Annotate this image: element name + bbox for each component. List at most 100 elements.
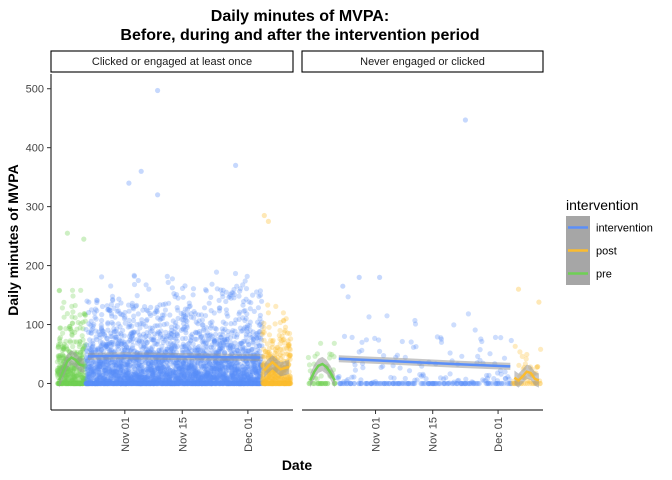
data-point [175, 380, 181, 387]
data-point [148, 380, 154, 387]
data-point [158, 359, 164, 366]
data-point [176, 376, 182, 382]
data-point [187, 374, 193, 380]
data-point [220, 365, 226, 371]
data-point [100, 340, 106, 346]
data-point [118, 380, 124, 386]
data-point [111, 326, 117, 332]
data-point [148, 345, 154, 351]
data-point [208, 379, 214, 385]
data-point [475, 380, 481, 387]
data-point [96, 378, 102, 384]
data-point [70, 309, 76, 315]
data-point [139, 380, 145, 387]
data-point [147, 310, 153, 317]
data-point [204, 366, 210, 373]
data-point [96, 366, 102, 372]
data-point [174, 363, 181, 369]
data-point [110, 378, 116, 384]
data-point [171, 380, 177, 387]
data-point [158, 348, 164, 354]
data-point [147, 366, 153, 372]
data-point [179, 380, 185, 387]
data-point [222, 336, 228, 342]
data-point [131, 272, 137, 278]
data-point [96, 375, 103, 381]
data-point [125, 380, 131, 387]
data-point [139, 363, 145, 369]
data-point [86, 380, 92, 387]
data-point [182, 380, 188, 387]
data-point [193, 370, 199, 376]
data-point [67, 338, 73, 344]
data-point [158, 373, 164, 379]
data-point [61, 380, 67, 386]
data-point [188, 338, 194, 344]
data-point [104, 303, 110, 309]
data-point [105, 365, 112, 371]
data-point [82, 380, 88, 387]
data-point [211, 338, 217, 344]
data-point [105, 327, 111, 333]
data-point [134, 360, 140, 366]
data-point [151, 380, 157, 387]
data-point [140, 380, 146, 386]
data-point [63, 380, 69, 387]
data-point [159, 365, 165, 371]
data-point [231, 295, 237, 301]
data-point [84, 368, 90, 374]
data-point [115, 339, 121, 345]
data-point [130, 380, 136, 387]
data-point [145, 364, 151, 371]
data-point [86, 309, 92, 316]
data-point [165, 279, 171, 285]
x-tick-label: Nov 15 [428, 417, 440, 452]
data-point [208, 380, 214, 387]
data-point [186, 365, 192, 371]
data-point [75, 380, 81, 387]
data-point [127, 331, 133, 337]
data-point [153, 359, 159, 365]
data-point [162, 348, 168, 355]
data-point [75, 380, 81, 387]
data-point [140, 366, 146, 372]
data-point [94, 336, 100, 343]
data-point [181, 380, 187, 387]
y-tick-label: 100 [26, 320, 44, 332]
data-point [138, 374, 144, 380]
data-point [114, 380, 120, 387]
data-point [224, 368, 230, 374]
data-point [212, 369, 218, 375]
data-point [127, 347, 133, 353]
data-point [180, 341, 186, 347]
data-point [143, 380, 149, 387]
data-point [114, 326, 120, 332]
data-point [114, 368, 120, 374]
data-point [131, 371, 137, 377]
data-point [183, 361, 189, 367]
data-point [232, 340, 238, 346]
data-point [180, 360, 186, 366]
data-point [117, 380, 124, 387]
data-point [83, 380, 89, 387]
data-point [115, 380, 121, 387]
data-point [181, 321, 187, 327]
data-point [160, 377, 166, 383]
data-point [113, 367, 119, 373]
data-point [86, 377, 92, 383]
data-point [138, 374, 145, 380]
data-point [93, 360, 99, 366]
data-point [108, 330, 114, 336]
data-point [145, 368, 151, 374]
data-point [220, 374, 226, 381]
data-point [59, 347, 65, 353]
data-point [210, 344, 217, 350]
data-point [107, 377, 113, 383]
data-point [69, 314, 75, 320]
data-point [159, 371, 165, 377]
data-point [180, 364, 186, 371]
data-point [180, 380, 186, 387]
data-point [114, 308, 120, 314]
facet-strip-label: Never engaged or clicked [360, 56, 485, 68]
data-point [83, 380, 89, 387]
